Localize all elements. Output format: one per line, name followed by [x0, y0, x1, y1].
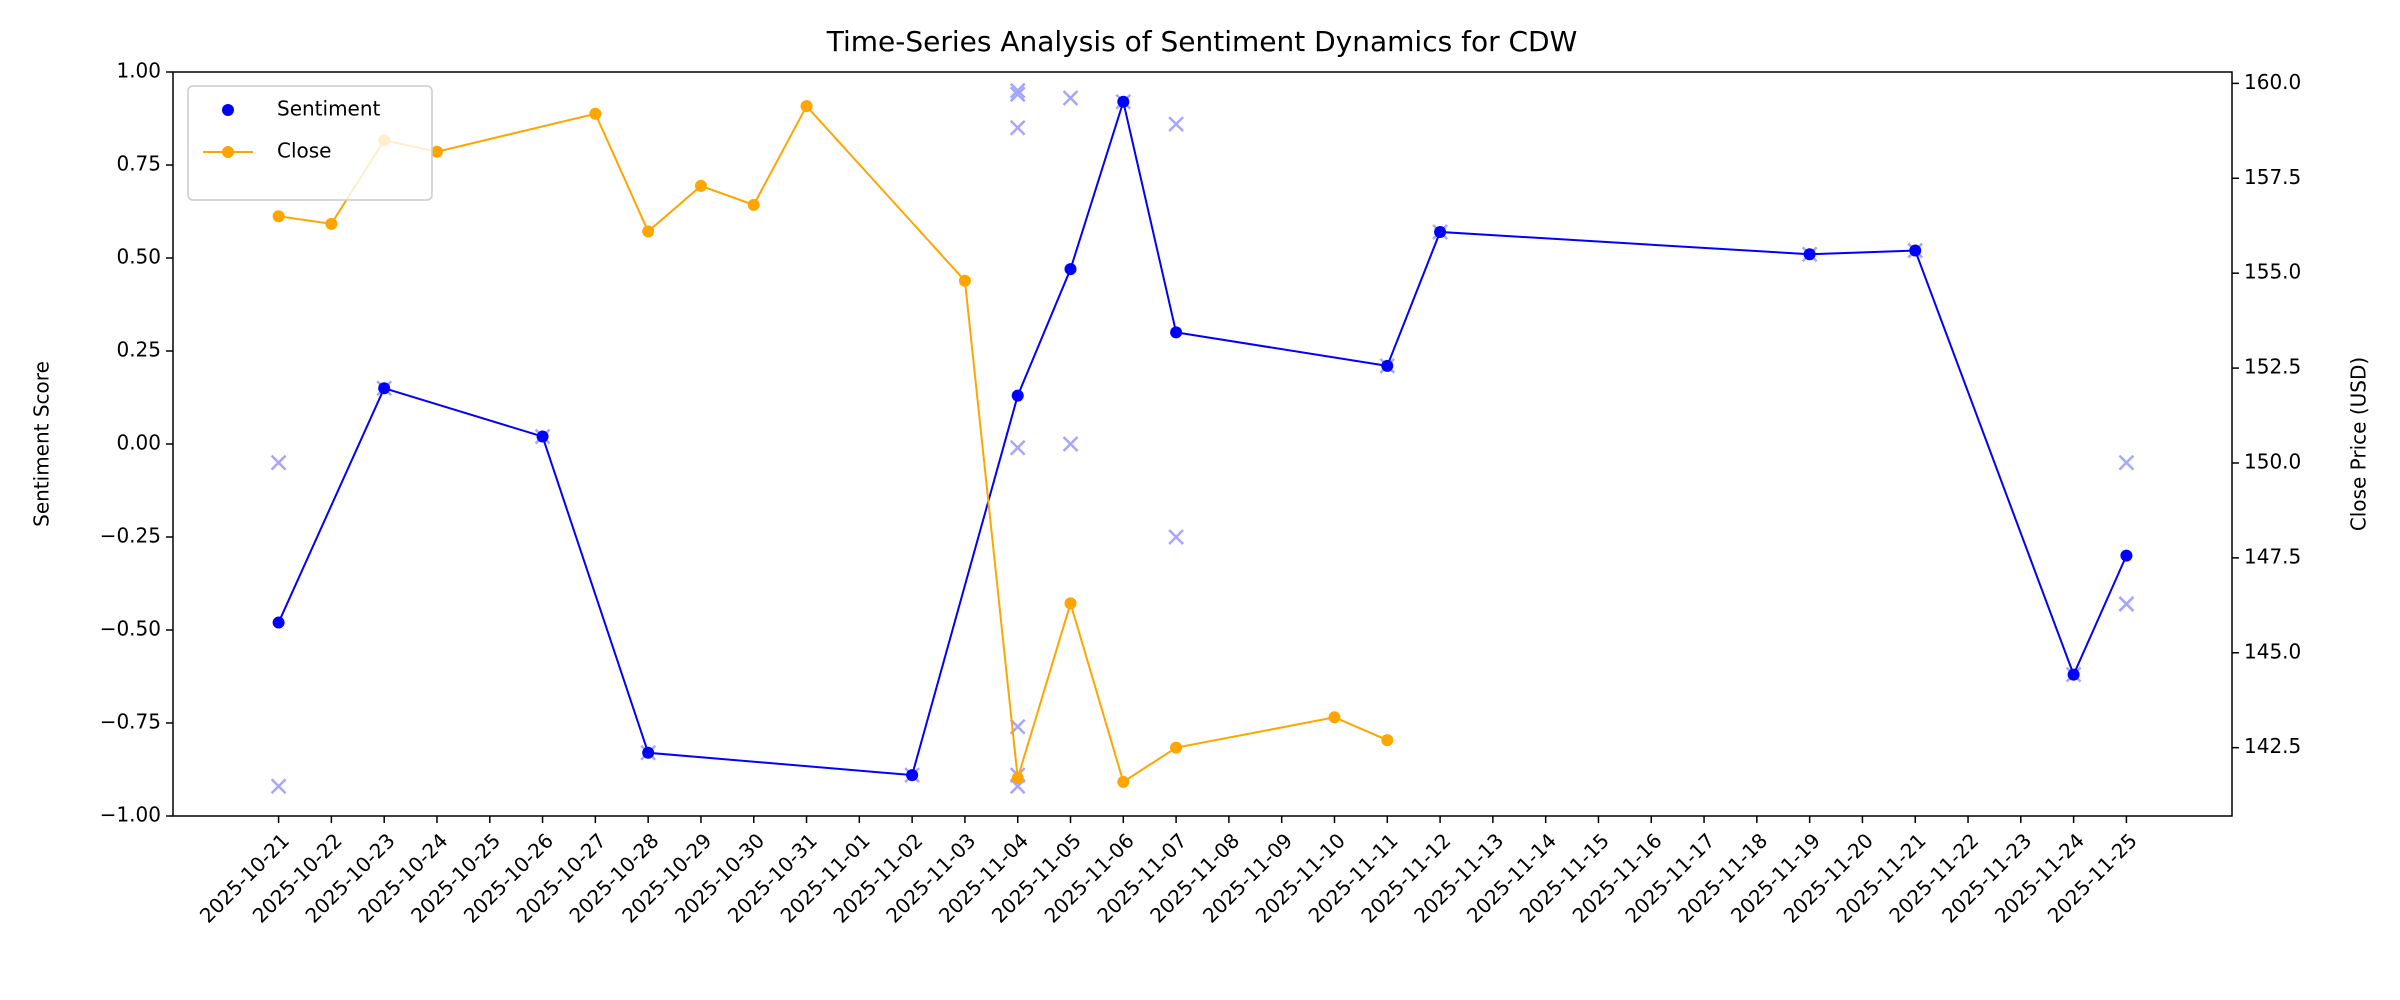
- x-marker: [1062, 436, 1079, 452]
- series-2: [272, 100, 1394, 788]
- point: [1381, 359, 1394, 372]
- series-line: [277, 97, 2128, 777]
- y-tick-label: 0.25: [116, 338, 161, 362]
- y-tick-label: −0.50: [100, 617, 161, 641]
- point: [1803, 248, 1816, 261]
- x-marker: [2118, 596, 2135, 612]
- point: [642, 225, 655, 238]
- x-marker: [1168, 529, 1184, 545]
- y-tick-label: 0.75: [116, 152, 161, 176]
- legend-marker: [222, 146, 234, 158]
- x-marker: [1379, 357, 1396, 374]
- y-tick-label: −0.75: [100, 710, 161, 734]
- series-0: [272, 95, 2133, 782]
- x-marker: [1432, 224, 1448, 240]
- point: [1381, 734, 1394, 747]
- point: [536, 430, 549, 443]
- y2-tick-label: 142.5: [2244, 734, 2301, 758]
- x-marker: [2118, 596, 2135, 612]
- x-marker: [1009, 439, 1026, 456]
- point: [958, 274, 971, 287]
- x-marker: [1801, 246, 1818, 263]
- series-line: [278, 104, 1388, 784]
- legend-label: Close: [277, 139, 331, 163]
- x-marker: [1115, 93, 1132, 110]
- x-marker: [534, 428, 551, 445]
- point: [272, 616, 285, 629]
- plot-frame: [172, 71, 2233, 817]
- legend-box: [187, 85, 433, 201]
- x-marker: [1009, 86, 1026, 103]
- point: [642, 746, 655, 759]
- y2-tick-label: 160.0: [2244, 70, 2301, 94]
- point: [430, 145, 443, 158]
- y2-tick-label: 152.5: [2244, 355, 2301, 379]
- x-marker: [1009, 119, 1026, 136]
- y-tick-label: 0.00: [116, 431, 161, 455]
- y2-axis-label: Close Price (USD): [2347, 357, 2371, 531]
- y-tick-label: 1.00: [116, 59, 161, 83]
- point: [2120, 549, 2133, 562]
- y2-tick-label: 157.5: [2244, 165, 2301, 189]
- legend: Sentiment Close: [187, 85, 433, 201]
- y-tick-label: 0.50: [116, 245, 161, 269]
- x-marker: [270, 778, 287, 795]
- point: [906, 769, 919, 782]
- x-marker: [904, 767, 921, 783]
- point: [747, 198, 760, 211]
- point: [1170, 326, 1183, 339]
- point: [1011, 389, 1024, 402]
- x-marker: [376, 380, 393, 397]
- point: [2067, 668, 2080, 681]
- x-marker: [270, 454, 287, 471]
- x-marker: [1168, 116, 1184, 132]
- y-tick-label: −1.00: [100, 803, 161, 827]
- x-marker: [1907, 242, 1924, 259]
- point: [1011, 772, 1024, 785]
- point: [589, 107, 602, 120]
- point: [325, 217, 338, 230]
- point: [1909, 244, 1922, 257]
- point: [1117, 95, 1130, 108]
- y2-tick-label: 150.0: [2244, 449, 2301, 473]
- point: [1064, 263, 1077, 276]
- point: [1117, 775, 1130, 788]
- x-marker: [2065, 666, 2082, 683]
- x-marker: [1009, 82, 1026, 99]
- series-1: [270, 82, 2135, 795]
- point: [272, 210, 285, 223]
- y2-tick-label: 155.0: [2244, 260, 2301, 284]
- y-axis-label: Sentiment Score: [30, 361, 54, 527]
- x-marker: [1062, 90, 1079, 106]
- point: [1328, 711, 1341, 724]
- legend-label: Sentiment: [277, 97, 381, 121]
- point: [1434, 225, 1447, 238]
- y2-tick-label: 147.5: [2244, 544, 2301, 568]
- x-marker: [640, 744, 657, 761]
- y-tick-label: −0.25: [100, 524, 161, 548]
- point: [378, 382, 391, 395]
- point: [1170, 741, 1183, 754]
- legend-marker: [222, 104, 234, 116]
- point: [800, 100, 813, 113]
- point: [694, 179, 707, 192]
- y2-tick-label: 145.0: [2244, 639, 2301, 663]
- chart-title: Time-Series Analysis of Sentiment Dynami…: [826, 25, 1578, 58]
- x-marker: [2118, 454, 2135, 471]
- point: [1064, 597, 1077, 610]
